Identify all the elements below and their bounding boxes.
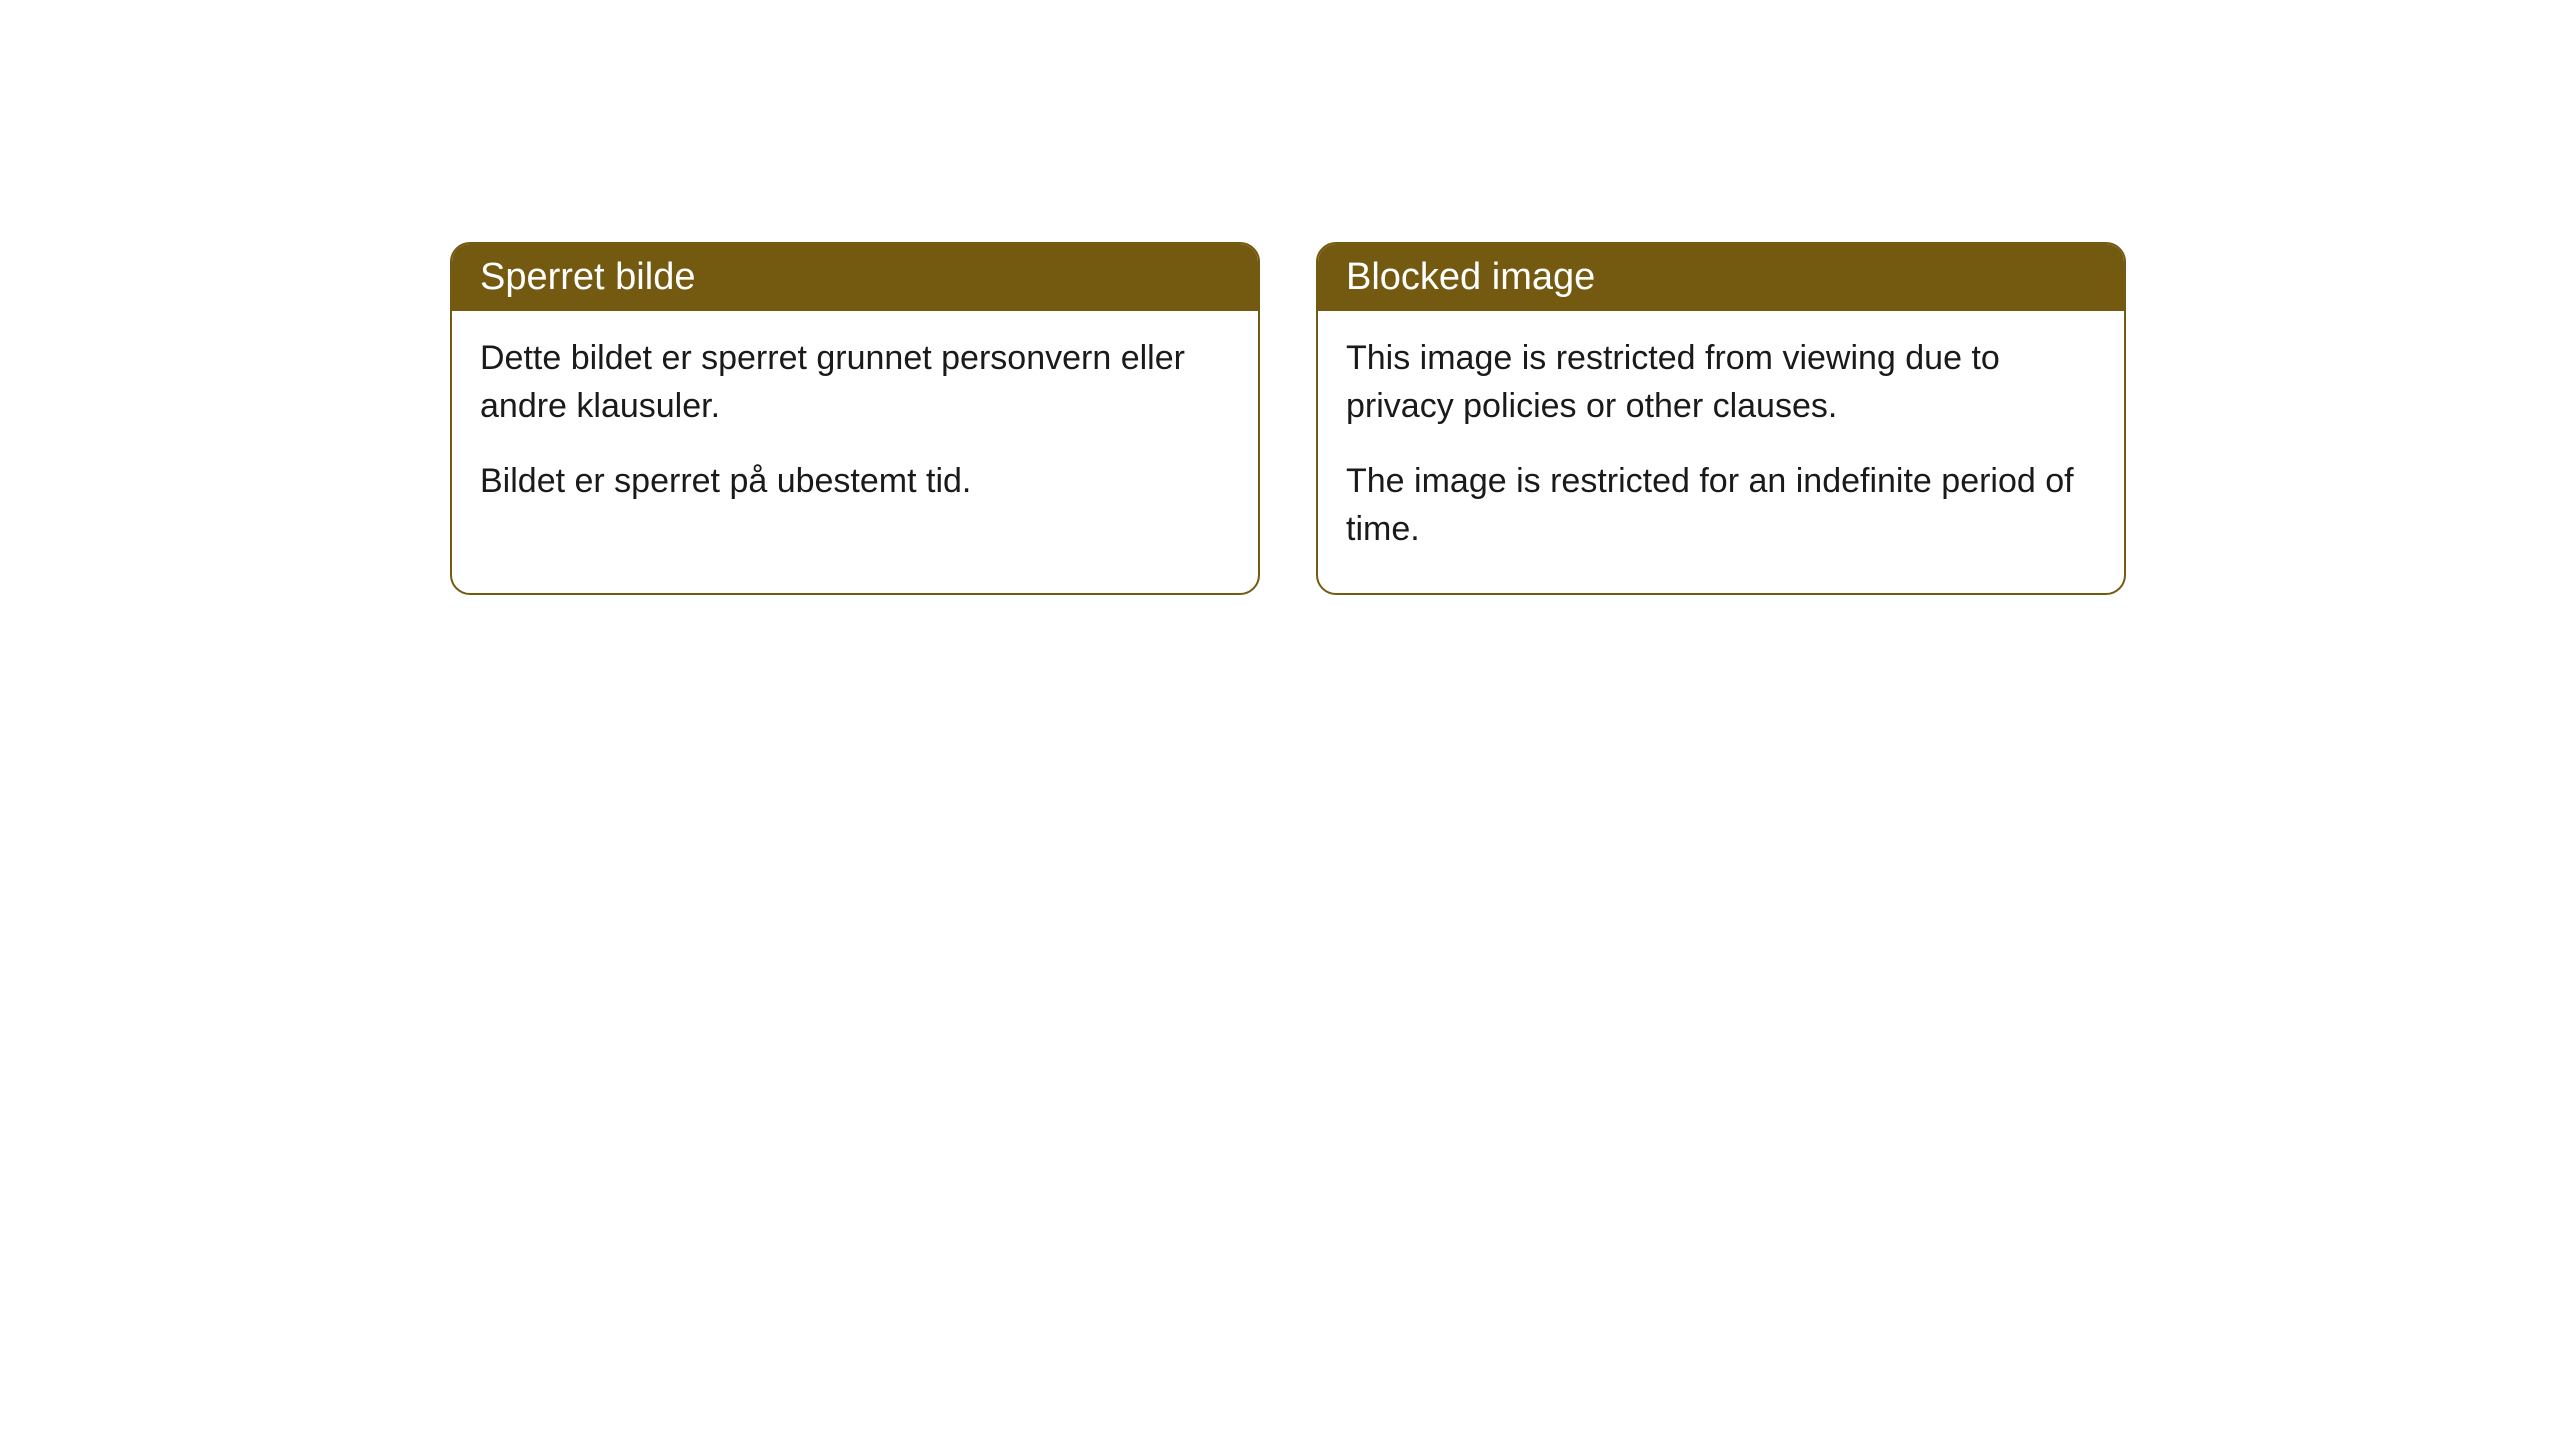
card-paragraph-2-norwegian: Bildet er sperret på ubestemt tid. [480, 458, 1230, 506]
card-header-english: Blocked image [1318, 244, 2124, 311]
card-paragraph-1-english: This image is restricted from viewing du… [1346, 335, 2096, 430]
card-body-english: This image is restricted from viewing du… [1318, 311, 2124, 593]
card-header-norwegian: Sperret bilde [452, 244, 1258, 311]
notice-card-english: Blocked image This image is restricted f… [1316, 242, 2126, 595]
notice-card-norwegian: Sperret bilde Dette bildet er sperret gr… [450, 242, 1260, 595]
card-title-norwegian: Sperret bilde [480, 256, 695, 298]
card-paragraph-2-english: The image is restricted for an indefinit… [1346, 458, 2096, 553]
notice-cards-container: Sperret bilde Dette bildet er sperret gr… [450, 242, 2126, 595]
card-title-english: Blocked image [1346, 256, 1595, 298]
card-paragraph-1-norwegian: Dette bildet er sperret grunnet personve… [480, 335, 1230, 430]
card-body-norwegian: Dette bildet er sperret grunnet personve… [452, 311, 1258, 546]
